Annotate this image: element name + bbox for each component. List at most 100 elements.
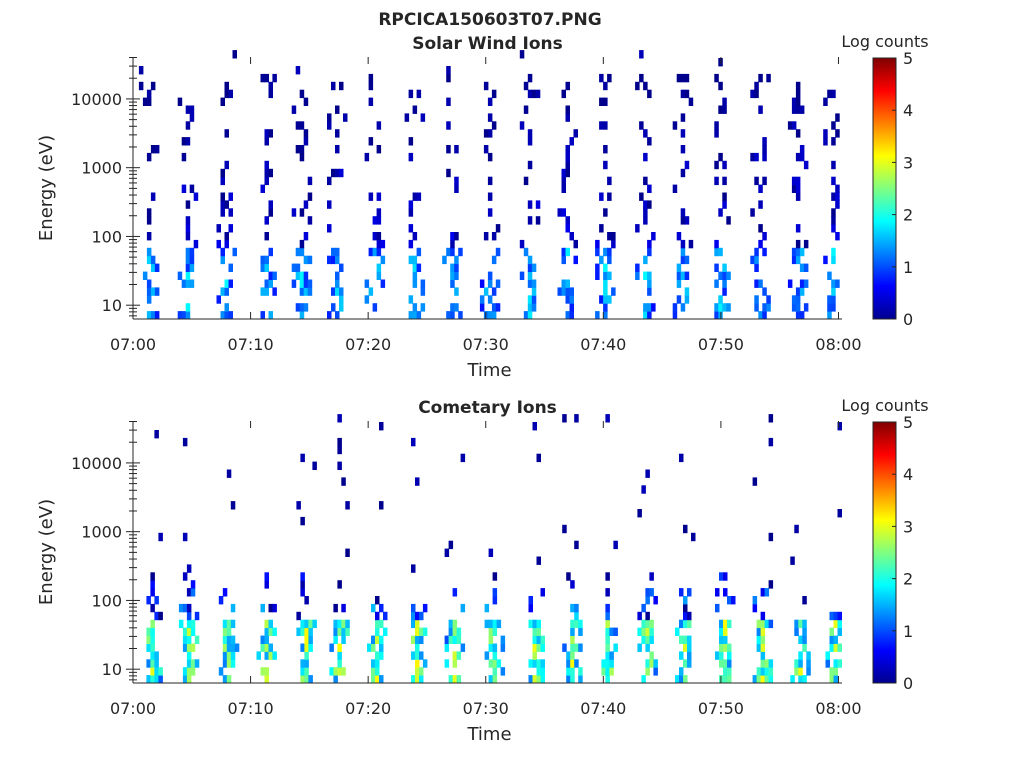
heatmap-cell bbox=[570, 619, 575, 629]
heatmap-cell bbox=[300, 580, 305, 589]
heatmap-cell bbox=[371, 635, 376, 644]
heatmap-cell bbox=[791, 295, 797, 304]
heatmap-cell bbox=[647, 184, 652, 193]
heatmap-cell bbox=[304, 659, 309, 668]
heatmap-cell bbox=[448, 635, 454, 644]
heatmap-cell bbox=[760, 611, 766, 621]
heatmap-cell bbox=[722, 303, 727, 312]
heatmap-cell bbox=[523, 247, 529, 257]
heatmap-cell bbox=[827, 295, 832, 304]
heatmap-cell bbox=[762, 287, 767, 296]
heatmap-cell bbox=[495, 247, 501, 257]
heatmap-cell bbox=[752, 477, 758, 486]
heatmap-cell bbox=[220, 311, 225, 320]
heatmap-cell bbox=[379, 603, 384, 613]
heatmap-cell bbox=[186, 564, 192, 573]
heatmap-cell bbox=[566, 659, 571, 668]
heatmap-cell bbox=[454, 303, 459, 312]
heatmap-cell bbox=[154, 287, 160, 296]
heatmap-cell bbox=[375, 596, 380, 605]
heatmap-cell bbox=[566, 572, 571, 581]
heatmap-cell bbox=[680, 129, 686, 138]
x-tick-label: 07:10 bbox=[228, 699, 274, 718]
heatmap-cell bbox=[680, 208, 686, 217]
heatmap-cell bbox=[307, 255, 313, 265]
heatmap-cell bbox=[565, 168, 570, 178]
heatmap-cell bbox=[565, 113, 570, 122]
heatmap-cell bbox=[795, 311, 801, 320]
heatmap-cell bbox=[833, 643, 838, 652]
heatmap-cell bbox=[578, 675, 583, 684]
heatmap-cell bbox=[758, 311, 763, 320]
heatmap-cell bbox=[224, 89, 229, 99]
heatmap-cell bbox=[222, 588, 228, 597]
heatmap-cell bbox=[641, 619, 646, 629]
heatmap-cell bbox=[299, 247, 305, 257]
heatmap-cell bbox=[300, 627, 305, 636]
heatmap-cell bbox=[307, 176, 313, 186]
heatmap-cell bbox=[496, 619, 502, 629]
heatmap-cell bbox=[750, 152, 755, 162]
heatmap-cell bbox=[570, 627, 575, 636]
heatmap-cell bbox=[412, 311, 418, 320]
heatmap-cell bbox=[454, 145, 459, 154]
heatmap-cell bbox=[837, 509, 842, 518]
heatmap-cell bbox=[415, 627, 420, 636]
heatmap-cell bbox=[337, 667, 342, 676]
heatmap-cell bbox=[224, 81, 229, 91]
heatmap-cell bbox=[150, 627, 155, 636]
heatmap-cell bbox=[412, 271, 418, 280]
heatmap-cell bbox=[331, 287, 336, 296]
heatmap-cell bbox=[603, 208, 608, 217]
heatmap-cell bbox=[189, 279, 195, 288]
heatmap-cell bbox=[645, 619, 650, 629]
heatmap-cell bbox=[676, 279, 682, 288]
heatmap-cell bbox=[799, 145, 805, 154]
y-tick-label: 100 bbox=[91, 591, 122, 610]
heatmap-cell bbox=[527, 137, 533, 146]
heatmap-cell bbox=[456, 635, 462, 644]
heatmap-cell bbox=[823, 137, 828, 146]
heatmap-cell bbox=[182, 643, 188, 652]
heatmap-cell bbox=[647, 200, 652, 209]
heatmap-cell bbox=[605, 675, 610, 684]
heatmap-cell bbox=[226, 627, 232, 636]
heatmap-cell bbox=[791, 97, 797, 106]
heatmap-cell bbox=[379, 651, 384, 660]
heatmap-cell bbox=[574, 619, 579, 629]
heatmap-cell bbox=[150, 675, 155, 684]
y-tick-label: 10 bbox=[102, 296, 122, 315]
heatmap-cell bbox=[446, 311, 451, 320]
heatmap-cell bbox=[750, 208, 755, 217]
heatmap-cell bbox=[683, 643, 688, 652]
heatmap-cell bbox=[645, 627, 650, 636]
heatmap-cell bbox=[146, 216, 152, 225]
heatmap-cell bbox=[182, 667, 188, 676]
heatmap-cell bbox=[487, 279, 493, 288]
heatmap-cell bbox=[345, 619, 350, 629]
colorbar-label: Log counts bbox=[841, 32, 928, 51]
heatmap-cell bbox=[146, 152, 152, 162]
heatmap-cell bbox=[752, 675, 758, 684]
heatmap-cell bbox=[676, 295, 682, 304]
colorbar-tick-label: 1 bbox=[903, 258, 913, 277]
heatmap-cell bbox=[218, 596, 224, 605]
heatmap-cell bbox=[228, 192, 233, 201]
heatmap-cell bbox=[491, 121, 497, 130]
heatmap-cell bbox=[264, 176, 269, 186]
heatmap-cell bbox=[190, 619, 196, 629]
heatmap-cell bbox=[303, 232, 309, 241]
heatmap-cell bbox=[491, 303, 497, 312]
heatmap-cell bbox=[527, 255, 533, 265]
heatmap-cell bbox=[605, 667, 610, 676]
heatmap-cell bbox=[719, 619, 724, 629]
heatmap-cell bbox=[446, 247, 451, 257]
heatmap-cell bbox=[224, 160, 229, 170]
heatmap-cell bbox=[454, 184, 459, 193]
heatmap-cell bbox=[798, 675, 803, 684]
heatmap-cell bbox=[756, 667, 762, 676]
heatmap-cell bbox=[752, 596, 758, 605]
heatmap-cell bbox=[339, 168, 344, 178]
heatmap-cell bbox=[146, 627, 151, 636]
heatmap-cell bbox=[379, 501, 384, 510]
